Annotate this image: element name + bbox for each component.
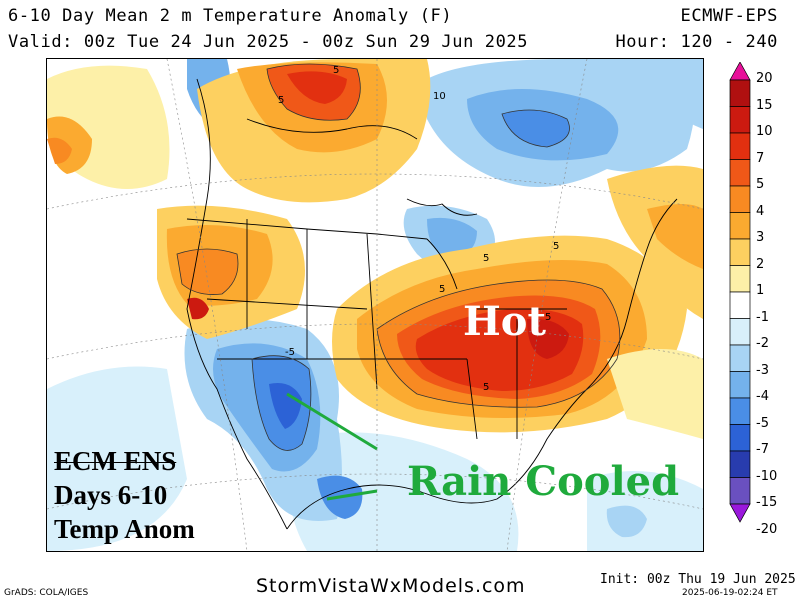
colorbar-tick-label: 20 (756, 71, 773, 86)
colorbar-segment (729, 132, 751, 160)
contour-label: 5 (439, 284, 445, 295)
colorbar-tick-label: -7 (756, 442, 769, 457)
annotation-hot: Hot (463, 298, 546, 345)
contour-label: 5 (483, 253, 489, 264)
anomaly-map: 5 5 10 5 5 5 5 -5 5 (46, 58, 704, 552)
colorbar-tick-label: 3 (756, 230, 765, 245)
panel-line-3: Temp Anom (54, 514, 195, 544)
colorbar-tick-label: 7 (756, 150, 765, 166)
colorbar-segment (729, 371, 751, 399)
colorbar-tick-label: -20 (756, 521, 778, 537)
colorbar-tick-label: -10 (756, 468, 778, 484)
annotation-rain-cooled: Rain Cooled (407, 458, 680, 505)
contour-label: 10 (433, 91, 446, 102)
colorbar-segment (729, 185, 751, 213)
colorbar-segment (729, 106, 751, 134)
contour-label: 5 (553, 241, 559, 252)
colorbar-tick-label: -2 (756, 336, 769, 351)
colorbar-tick-label: 15 (756, 97, 773, 113)
colorbar-tick-label: -1 (756, 309, 769, 325)
colorbar-segment (729, 265, 751, 293)
contour-label: 5 (333, 65, 339, 76)
colorbar-segment (729, 424, 751, 452)
colorbar-tick-label: -4 (756, 389, 769, 404)
init-time: Init: 00z Thu 19 Jun 2025 (600, 572, 796, 587)
contour-lines (176, 63, 621, 451)
map-title: 6-10 Day Mean 2 m Temperature Anomaly (F… (8, 6, 453, 26)
model-name: ECMWF-EPS (680, 6, 778, 26)
colorbar-segment (729, 159, 751, 187)
colorbar (729, 62, 751, 523)
contour-labels: 5 5 10 5 5 5 5 -5 5 (278, 65, 559, 393)
rain-cooled-pointers (286, 392, 378, 501)
colorbar-cap-top (729, 62, 751, 81)
panel-line-2: Days 6-10 (54, 480, 168, 510)
colorbar-tick-label: 10 (756, 124, 773, 139)
warm-anomaly-fills (47, 59, 703, 439)
valid-period: Valid: 00z Tue 24 Jun 2025 - 00z Sun 29 … (8, 32, 529, 52)
graticule (47, 59, 703, 551)
colorbar-tick-label: -3 (756, 362, 769, 378)
grads-credit: GrADS: COLA/IGES (4, 588, 89, 598)
contour-label: -5 (285, 347, 295, 358)
colorbar-segment (729, 397, 751, 425)
colorbar-segment (729, 238, 751, 266)
contour-label: 5 (545, 312, 551, 323)
colorbar-segment (729, 477, 751, 505)
contour-label: 5 (278, 95, 284, 106)
colorbar-tick-label: 4 (756, 203, 765, 219)
colorbar-segment (729, 344, 751, 372)
colorbar-segment (729, 291, 751, 319)
contour-label: 5 (483, 382, 489, 393)
panel-line-1: ECM ENS (54, 446, 177, 476)
cool-anomaly-fills (47, 59, 703, 551)
timestamp: 2025-06-19-02:24 ET (682, 588, 778, 598)
colorbar-tick-label: -15 (756, 495, 778, 510)
site-footer: StormVistaWxModels.com (256, 575, 526, 597)
colorbar-tick-label: -5 (756, 415, 769, 431)
colorbar-segment (729, 318, 751, 346)
colorbar-segment (729, 450, 751, 478)
forecast-hours: Hour: 120 - 240 (615, 32, 778, 52)
anomaly-map-canvas: 5 5 10 5 5 5 5 -5 5 (47, 59, 703, 551)
colorbar-segment (729, 79, 751, 107)
map-borders (186, 78, 678, 530)
colorbar-cap-bottom (729, 503, 751, 523)
colorbar-tick-label: 2 (756, 256, 765, 272)
colorbar-tick-label: 1 (756, 283, 765, 298)
colorbar-segment (729, 212, 751, 240)
colorbar-tick-label: 5 (756, 177, 765, 192)
